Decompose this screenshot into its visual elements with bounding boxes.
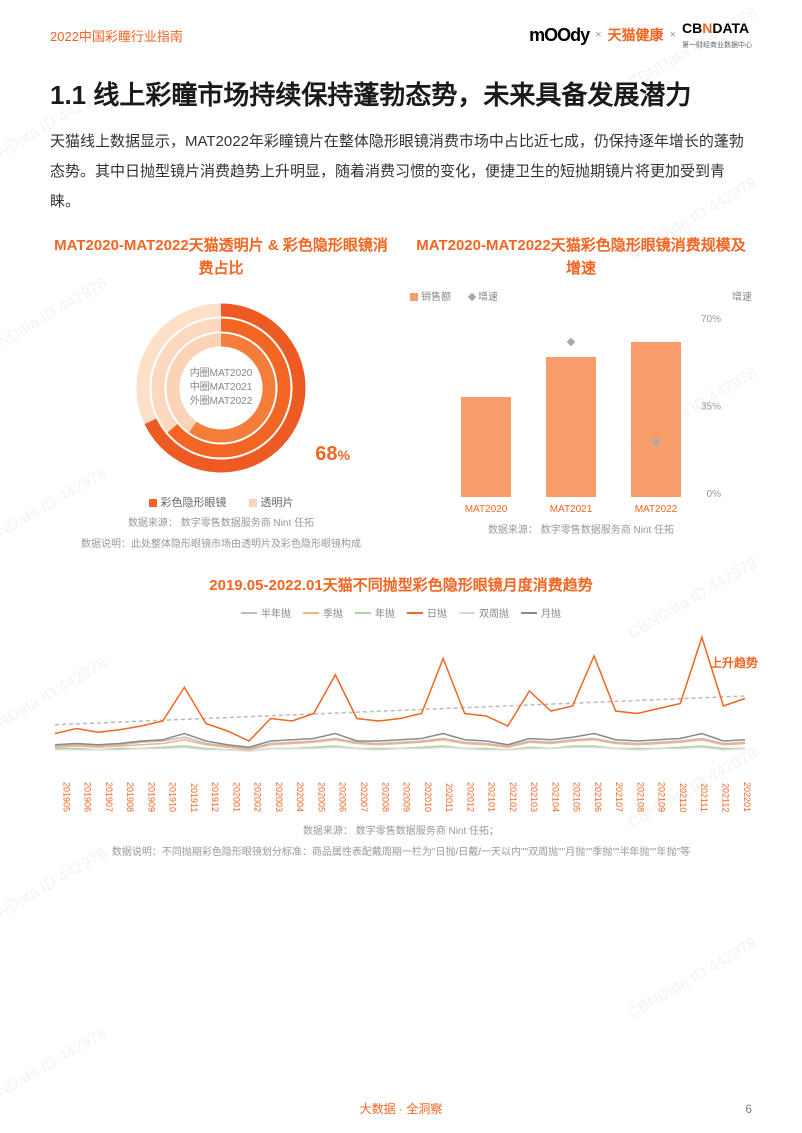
body-paragraph: 天猫线上数据显示，MAT2022年彩瞳镜片在整体隐形眼镜消费市场中占比近七成，仍… <box>0 127 802 217</box>
bar-column: MAT2020-MAT2022天猫彩色隐形眼镜消费规模及增速 销售额 增速 增速… <box>410 235 752 552</box>
x-label: 202108 <box>624 770 645 812</box>
line-source: 数据来源： 数字零售数据服务商 Nint 任拓； <box>50 824 752 839</box>
watermark: CBNData ID:442978 <box>625 935 760 1024</box>
guide-label: 2022中国彩瞳行业指南 <box>50 26 183 45</box>
x-label: 202104 <box>539 770 560 812</box>
legend-item: 月抛 <box>521 605 561 620</box>
sep-icon: × <box>670 29 676 41</box>
page-title: 1.1 线上彩瞳市场持续保持蓬勃态势，未来具备发展潜力 <box>0 60 802 127</box>
trend-label: 上升趋势 <box>710 656 758 670</box>
x-label: 201910 <box>156 770 177 812</box>
x-label: 202007 <box>348 770 369 812</box>
donut-note: 数据说明：此处整体隐形眼镜市场由透明片及彩色隐形眼镜构成 <box>50 537 392 552</box>
donut-source: 数据来源： 数字零售数据服务商 Nint 任拓 <box>50 516 392 531</box>
x-label: 202112 <box>709 770 730 812</box>
x-label: 202005 <box>305 770 326 812</box>
cbn-logo: CBNDATA <box>682 20 749 36</box>
donut-center-labels: 内圈MAT2020中圈MAT2021外圈MAT2022 <box>190 367 253 409</box>
logo-row: mOOdy × 天猫健康 × CBNDATA 第一财经商业数据中心 <box>529 20 752 50</box>
x-label: 202010 <box>412 770 433 812</box>
x-label: 201909 <box>135 770 156 812</box>
legend-item: 彩色隐形眼镜 <box>149 494 227 510</box>
x-label: 202106 <box>582 770 603 812</box>
line-x-labels: 2019052019062019072019082019092019102019… <box>50 770 752 812</box>
x-label: 201912 <box>199 770 220 812</box>
svg-text:70%: 70% <box>701 314 721 325</box>
donut-percent: 68% <box>315 443 350 466</box>
x-label: 202110 <box>667 770 688 812</box>
x-label: 202009 <box>390 770 411 812</box>
footer-text: 大数据 · 全洞察 <box>360 1100 443 1117</box>
line-legend: 半年抛季抛年抛日抛双周抛月抛 <box>50 605 752 620</box>
x-label: 201907 <box>93 770 114 812</box>
x-label: 201906 <box>71 770 92 812</box>
bar-legend: 销售额 增速 增速 <box>410 288 752 303</box>
bar-title: MAT2020-MAT2022天猫彩色隐形眼镜消费规模及增速 <box>410 235 752 280</box>
tmall-logo: 天猫健康 <box>608 25 664 45</box>
x-label: 201905 <box>50 770 71 812</box>
x-label: 202105 <box>560 770 581 812</box>
legend-item: 季抛 <box>303 605 343 620</box>
svg-text:MAT2021: MAT2021 <box>550 504 593 515</box>
svg-text:MAT2022: MAT2022 <box>635 504 678 515</box>
bar-source: 数据来源： 数字零售数据服务商 Nint 任拓 <box>410 523 752 538</box>
donut-chart: 内圈MAT2020中圈MAT2021外圈MAT2022 68% <box>50 288 392 488</box>
x-label: 202102 <box>497 770 518 812</box>
legend-item: 双周抛 <box>459 605 509 620</box>
x-label: 202008 <box>369 770 390 812</box>
donut-title: MAT2020-MAT2022天猫透明片 & 彩色隐形眼镜消费占比 <box>50 235 392 280</box>
x-label: 202011 <box>433 770 454 812</box>
x-label: 201908 <box>114 770 135 812</box>
donut-legend: 彩色隐形眼镜 透明片 <box>50 494 392 510</box>
sep-icon: × <box>595 29 601 41</box>
line-title: 2019.05-2022.01天猫不同抛型彩色隐形眼镜月度消费趋势 <box>50 574 752 595</box>
cbn-sub: 第一财经商业数据中心 <box>682 42 752 49</box>
x-label: 202012 <box>454 770 475 812</box>
page-footer: 大数据 · 全洞察 6 <box>0 1100 802 1117</box>
bar-legend-bar: 销售额 <box>421 292 451 303</box>
donut-column: MAT2020-MAT2022天猫透明片 & 彩色隐形眼镜消费占比 内圈MAT2… <box>50 235 392 552</box>
svg-text:MAT2020: MAT2020 <box>465 504 508 515</box>
x-label: 202201 <box>731 770 752 812</box>
x-label: 202003 <box>263 770 284 812</box>
bar-legend-dot: 增速 <box>478 292 498 303</box>
charts-row: MAT2020-MAT2022天猫透明片 & 彩色隐形眼镜消费占比 内圈MAT2… <box>0 217 802 552</box>
svg-text:0%: 0% <box>707 489 722 500</box>
x-label: 202101 <box>475 770 496 812</box>
x-label: 202109 <box>645 770 666 812</box>
legend-item: 透明片 <box>249 494 294 510</box>
bar-y2-label: 增速 <box>732 288 752 303</box>
legend-item: 日抛 <box>407 605 447 620</box>
x-label: 201911 <box>178 770 199 812</box>
legend-item: 年抛 <box>355 605 395 620</box>
line-chart: 上升趋势 <box>50 626 752 766</box>
page-header: 2022中国彩瞳行业指南 mOOdy × 天猫健康 × CBNDATA 第一财经… <box>0 0 802 60</box>
x-label: 202001 <box>220 770 241 812</box>
x-label: 202004 <box>284 770 305 812</box>
x-label: 202002 <box>241 770 262 812</box>
legend-item: 半年抛 <box>241 605 291 620</box>
x-label: 202103 <box>518 770 539 812</box>
bar-chart: 70% 35% 0% MAT2020 MAT2021 MAT2022 <box>410 307 752 517</box>
cbn-logo-wrap: CBNDATA 第一财经商业数据中心 <box>682 20 752 50</box>
x-label: 202107 <box>603 770 624 812</box>
svg-text:35%: 35% <box>701 402 721 413</box>
x-label: 202006 <box>326 770 347 812</box>
line-section: 2019.05-2022.01天猫不同抛型彩色隐形眼镜月度消费趋势 半年抛季抛年… <box>0 552 802 860</box>
moody-logo: mOOdy <box>529 25 589 46</box>
page-number: 6 <box>745 1102 752 1116</box>
x-label: 202111 <box>688 770 709 812</box>
line-note: 数据说明：不同抛期彩色隐形眼镜划分标准：商品属性表配戴周期一栏为"日抛/日戴/一… <box>50 845 752 860</box>
